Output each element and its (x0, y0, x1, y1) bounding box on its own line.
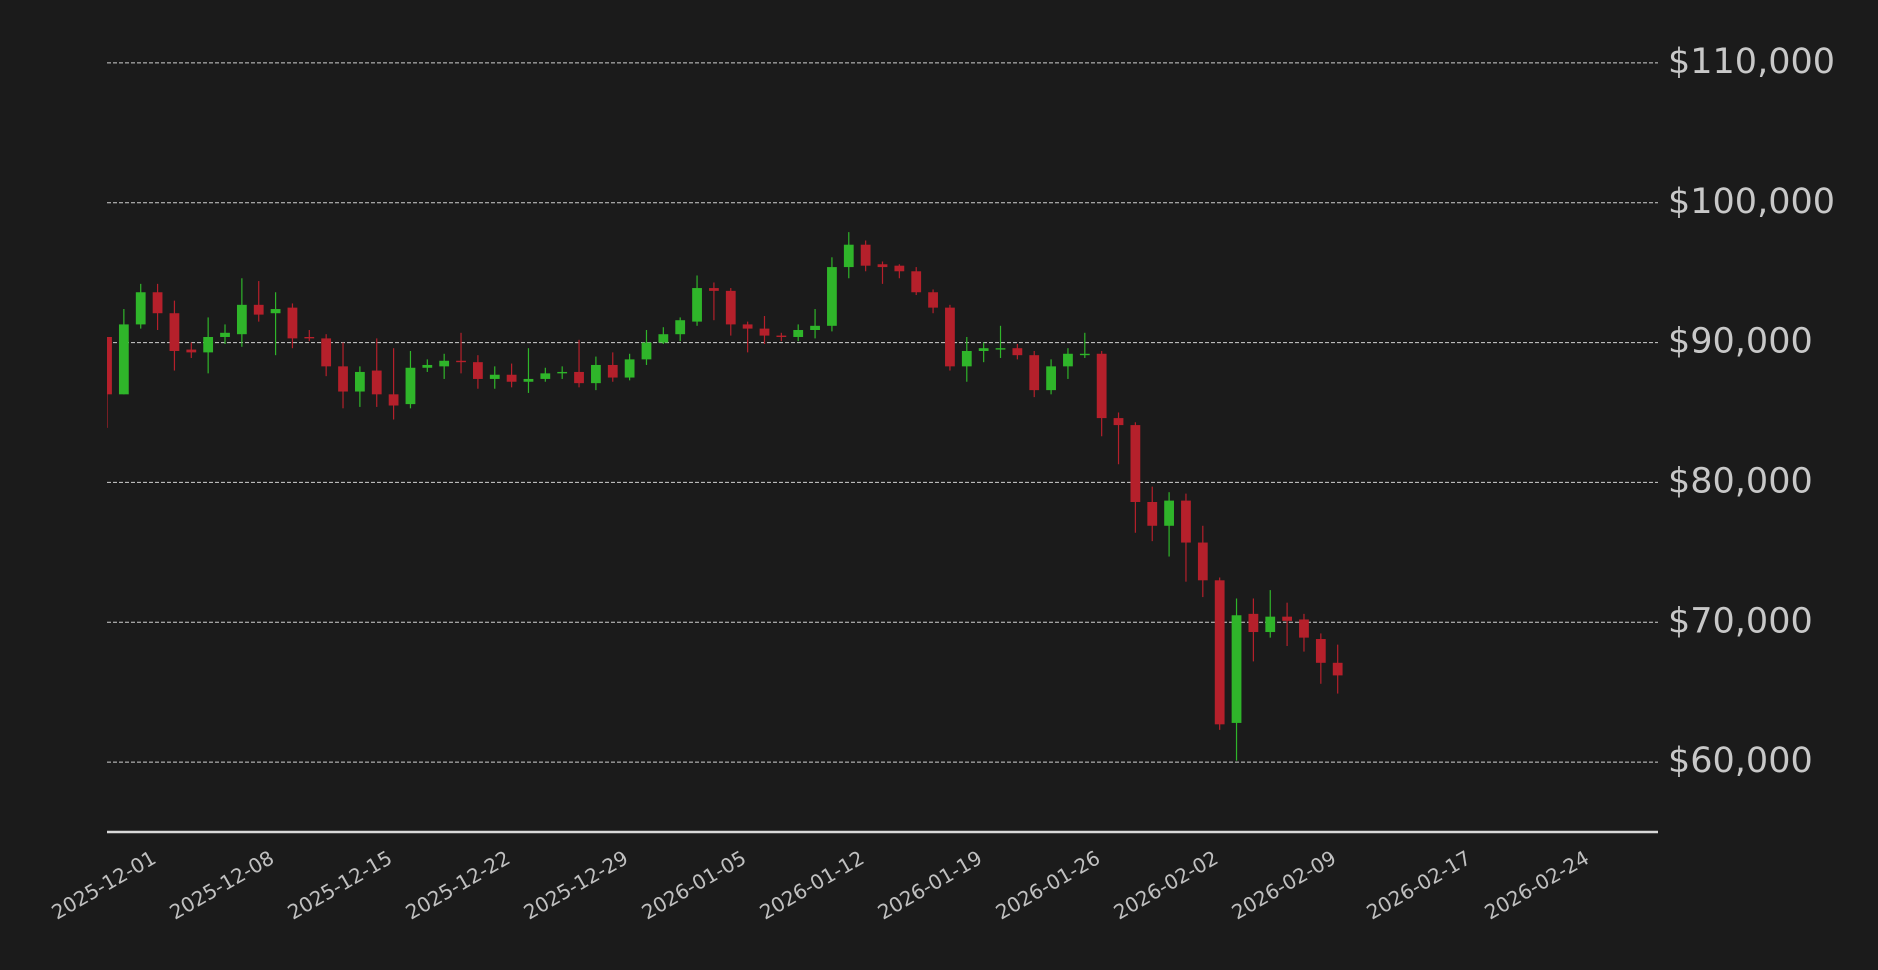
candle-body (843, 244, 854, 268)
candle-body (945, 307, 955, 367)
candle-body (321, 338, 332, 367)
y-tick-label: $100,000 (1668, 182, 1835, 222)
candle-body (1096, 353, 1107, 419)
candle-body (118, 324, 129, 395)
candle-body (270, 309, 281, 314)
y-tick-label: $110,000 (1668, 42, 1835, 82)
candle-body (709, 288, 719, 291)
candle-body (405, 367, 416, 405)
candle-body (591, 364, 601, 384)
candle-body (203, 336, 214, 353)
candle-body (574, 371, 584, 384)
candle-body (911, 271, 922, 293)
candle-body (489, 374, 500, 379)
candle-body (1332, 662, 1343, 676)
candle-body (287, 307, 298, 339)
candle-body (1046, 366, 1056, 391)
candle-body (742, 324, 753, 329)
candle-body (1231, 615, 1242, 723)
candle-body (506, 374, 517, 382)
candle-body (759, 328, 770, 336)
candle-body (354, 371, 365, 392)
candle-body (1130, 425, 1141, 502)
y-tick-label: $90,000 (1668, 322, 1813, 362)
candle-body (1164, 500, 1174, 526)
candle-body (540, 373, 551, 379)
candle-body (658, 334, 669, 343)
candle-body (692, 288, 702, 322)
candle-body (624, 359, 635, 378)
y-tick-label: $80,000 (1668, 461, 1813, 501)
candle-body (1079, 353, 1090, 356)
candle-body (220, 332, 230, 337)
candle-body (107, 336, 112, 395)
y-tick-label: $70,000 (1668, 601, 1813, 641)
candle-body (675, 320, 686, 335)
candle-body (1299, 619, 1309, 638)
candle-body (607, 364, 618, 378)
candle-body (557, 371, 568, 374)
candle-body (793, 330, 804, 337)
candle-body (860, 244, 871, 266)
candle-body (439, 360, 450, 367)
candle-body (186, 349, 197, 353)
y-tick-label: $60,000 (1668, 741, 1813, 781)
candle-body (877, 264, 888, 268)
candle-body (1214, 580, 1225, 725)
candle-body (810, 325, 820, 331)
candle-body (152, 292, 163, 314)
candle-body (169, 313, 180, 351)
candle-body (1282, 616, 1292, 621)
candle-body (827, 267, 837, 326)
candle-body (1265, 616, 1276, 633)
candle-body (456, 360, 466, 363)
candle-body (894, 265, 905, 272)
candle-body (1197, 542, 1208, 581)
candle-body (304, 336, 315, 339)
candle-body (776, 335, 787, 337)
candle-body (1063, 353, 1073, 367)
candle-body (473, 362, 483, 379)
candle-body (641, 342, 652, 360)
candle-body (422, 364, 433, 368)
candle-body (135, 292, 146, 325)
candle-body (1315, 639, 1326, 663)
candle-body (978, 348, 989, 351)
candle-body (995, 348, 1006, 350)
candle-body (338, 366, 348, 392)
candle-body (928, 292, 938, 308)
candle-body (1029, 355, 1040, 391)
candle-body (388, 394, 399, 406)
candle-body (1113, 418, 1124, 426)
candle-body (523, 378, 534, 382)
candle-body (725, 290, 736, 325)
candle-body (961, 350, 972, 367)
candle-body (236, 304, 247, 335)
candle-body (1012, 348, 1023, 356)
candle-body (1147, 501, 1158, 526)
candle-body (1248, 613, 1259, 633)
candle-body (371, 370, 382, 395)
candle-body (1181, 500, 1191, 543)
candle-body (253, 304, 264, 315)
